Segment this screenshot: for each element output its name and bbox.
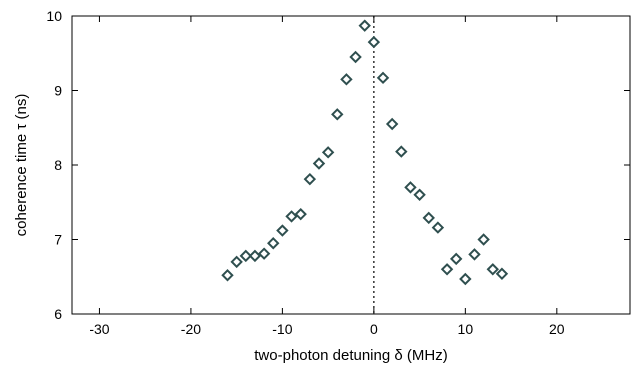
y-tick-label: 9	[54, 83, 62, 99]
y-tick-label: 6	[54, 306, 62, 322]
data-point	[395, 145, 408, 158]
data-point	[440, 263, 454, 276]
data-point	[431, 221, 445, 234]
y-tick-label: 10	[46, 8, 62, 24]
y-tick-label: 7	[54, 232, 62, 248]
x-tick-label: -20	[181, 321, 201, 337]
x-axis-title: two-photon detuning δ (MHz)	[254, 347, 447, 364]
data-point	[422, 211, 435, 225]
data-point	[404, 181, 417, 194]
data-point	[239, 249, 253, 263]
data-point	[331, 108, 344, 121]
data-point	[486, 263, 500, 276]
y-tick-label: 8	[54, 157, 62, 173]
data-point	[385, 117, 399, 131]
data-point	[358, 19, 371, 32]
data-point	[285, 210, 298, 223]
data-point	[248, 249, 262, 263]
data-point	[349, 50, 362, 64]
data-point	[276, 224, 289, 237]
data-point	[257, 247, 271, 260]
y-axis-title: coherence time τ (ns)	[13, 94, 30, 237]
plot-frame	[71, 15, 631, 315]
data-point	[459, 272, 472, 286]
data-point	[367, 35, 381, 49]
data-point	[449, 252, 463, 266]
x-tick-label: -30	[89, 321, 109, 337]
x-tick-label: -10	[272, 321, 292, 337]
data-point	[294, 207, 307, 221]
tick-layer: -30 -20 -10 0 10 20 6 7 8 9 10	[46, 8, 630, 337]
data-point	[468, 248, 481, 261]
data-points-layer	[221, 19, 509, 286]
x-tick-label: 0	[370, 321, 378, 337]
data-point	[340, 73, 353, 86]
data-point	[321, 146, 335, 159]
data-point	[303, 172, 317, 186]
data-point	[267, 237, 280, 250]
data-point	[477, 233, 490, 246]
x-tick-label: 10	[458, 321, 474, 337]
data-point	[230, 255, 243, 269]
data-point	[376, 71, 390, 85]
data-point	[221, 269, 234, 282]
x-tick-label: 20	[549, 321, 565, 337]
data-point	[413, 188, 426, 202]
data-point	[312, 157, 326, 170]
data-point	[495, 267, 509, 280]
